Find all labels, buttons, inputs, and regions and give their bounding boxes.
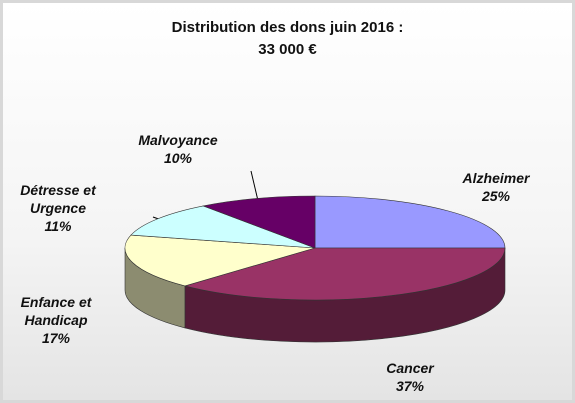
slice-label: Enfance et Handicap 17%: [11, 293, 101, 347]
value-label: 11%: [44, 218, 72, 234]
pie-canvas: [124, 170, 506, 343]
category-name: Malvoyance: [138, 132, 218, 148]
slice-label: Malvoyance 10%: [123, 131, 233, 167]
slice: [124, 234, 316, 287]
slice-label: Cancer 37%: [355, 359, 465, 395]
category-name: Cancer: [386, 360, 434, 376]
slice: [202, 195, 316, 249]
category-name: Détresse et Urgence: [20, 182, 96, 216]
value-label: 25%: [481, 188, 511, 204]
value-label: 10%: [163, 150, 193, 166]
category-name: Enfance et Handicap: [20, 294, 92, 328]
title-block: Distribution des dons juin 2016 : 33 000…: [3, 17, 572, 61]
slice: [130, 205, 316, 249]
slice: [314, 195, 506, 249]
value-label: 17%: [41, 330, 71, 346]
slice-label: Alzheimer 25%: [441, 169, 551, 205]
slice-label: Détresse et Urgence 11%: [13, 181, 103, 235]
tops: [124, 195, 506, 301]
category-name: Alzheimer: [462, 170, 530, 186]
chart-title: Distribution des dons juin 2016 :: [171, 19, 404, 36]
value-label: 37%: [395, 378, 425, 394]
chart-subtitle: 33 000 €: [258, 41, 317, 58]
slice: [183, 247, 506, 301]
